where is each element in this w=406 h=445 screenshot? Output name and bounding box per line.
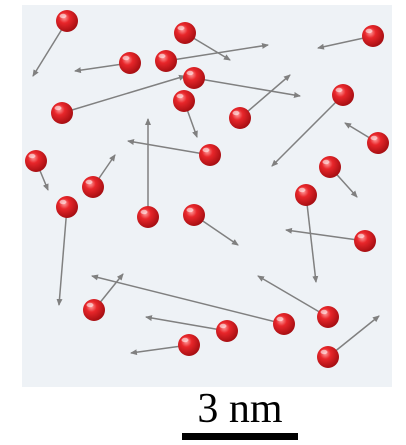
molecule xyxy=(173,90,195,112)
diagram xyxy=(0,0,406,445)
molecule xyxy=(83,299,105,321)
molecule xyxy=(362,25,384,47)
molecule xyxy=(354,230,376,252)
molecule xyxy=(216,320,238,342)
molecule xyxy=(317,306,339,328)
scale-bar xyxy=(182,433,298,440)
panel-background xyxy=(22,5,392,387)
molecule xyxy=(56,196,78,218)
molecule xyxy=(137,206,159,228)
molecule xyxy=(295,184,317,206)
molecule xyxy=(183,67,205,89)
molecule xyxy=(319,156,341,178)
molecule xyxy=(155,50,177,72)
page: 3 nm (() => { const data = JSON.parse(do… xyxy=(0,0,406,445)
molecule xyxy=(51,102,73,124)
molecule xyxy=(183,204,205,226)
molecule xyxy=(229,107,251,129)
molecule xyxy=(332,84,354,106)
molecule xyxy=(82,176,104,198)
scale-label: 3 nm xyxy=(160,386,320,432)
molecule xyxy=(56,10,78,32)
molecule xyxy=(273,313,295,335)
molecule xyxy=(119,52,141,74)
molecule xyxy=(367,132,389,154)
molecule xyxy=(317,346,339,368)
molecule xyxy=(174,22,196,44)
molecule xyxy=(25,150,47,172)
molecule xyxy=(178,334,200,356)
molecule xyxy=(199,144,221,166)
